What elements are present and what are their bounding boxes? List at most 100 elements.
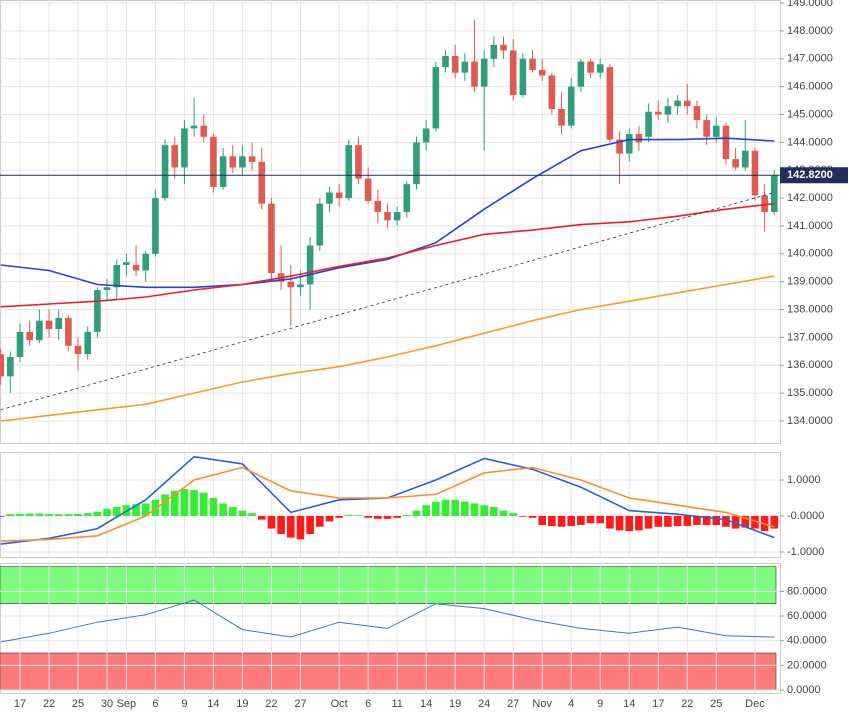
x-tick-label: 9 (597, 698, 603, 710)
candle-body (538, 69, 546, 76)
candle-body (74, 345, 82, 355)
candle-body (703, 120, 710, 137)
candle-body (335, 192, 343, 199)
histogram-bar (35, 513, 44, 517)
y-tick-label: 144.0000 (787, 136, 833, 148)
histogram-bar (770, 516, 779, 529)
histogram-bar (644, 516, 653, 529)
candle-body (306, 245, 314, 285)
histogram-bar (315, 516, 324, 527)
candle-body (480, 58, 488, 87)
histogram-bar (412, 510, 421, 517)
histogram-bar (199, 492, 208, 517)
x-tick-label: 11 (391, 698, 402, 710)
histogram-bar (586, 516, 595, 524)
histogram-bar (577, 516, 585, 525)
candle-body (55, 317, 62, 330)
x-tick-label: 27 (294, 698, 306, 710)
histogram-bar (528, 516, 537, 518)
candle-body (374, 200, 382, 213)
histogram-bar (0, 516, 5, 517)
histogram-bar (693, 516, 701, 525)
candle-body (36, 320, 43, 341)
candle-body (741, 150, 749, 168)
candle-body (432, 67, 440, 129)
candle-body (7, 356, 14, 377)
histogram-bar (383, 516, 392, 519)
y-tick-label: 142.0000 (787, 192, 833, 204)
histogram-bar (625, 516, 634, 532)
candle-body (548, 75, 556, 109)
y-tick-label: 138.0000 (787, 303, 833, 315)
y-tick-label: 40.0000 (787, 635, 827, 647)
histogram-bar (451, 499, 459, 517)
x-tick-label: 25 (72, 698, 84, 710)
candle-body (248, 156, 256, 162)
y-tick-label: -0.0000 (787, 510, 824, 522)
candle-body (200, 125, 208, 137)
candle-body (65, 317, 72, 346)
x-tick-label: 14 (420, 698, 432, 710)
histogram-bar (335, 516, 343, 518)
x-tick-label: 6 (152, 698, 158, 710)
histogram-bar (596, 516, 605, 524)
candle-body (471, 61, 478, 87)
candle-body (509, 50, 517, 96)
histogram-bar (673, 516, 682, 527)
candle-body (229, 156, 237, 168)
x-tick-label: Dec (745, 698, 765, 710)
x-tick-label: 19 (236, 698, 248, 710)
candle-body (94, 290, 101, 332)
histogram-bar (267, 516, 276, 529)
histogram-bar (470, 503, 479, 517)
histogram-bar (6, 514, 15, 517)
candle-body (625, 134, 633, 154)
histogram-bar (345, 514, 353, 517)
candle-body (732, 159, 739, 168)
candle-body (171, 145, 179, 168)
histogram-bar (132, 504, 140, 517)
histogram-bar (228, 507, 237, 517)
candle-body (606, 67, 614, 140)
candle-body (596, 64, 604, 73)
moving-average (0, 275, 775, 422)
histogram-bar (325, 516, 334, 522)
x-tick-label: 22 (681, 698, 693, 710)
candle-body (219, 156, 227, 187)
histogram-bar (654, 516, 663, 527)
y-tick-label: 20.0000 (787, 659, 827, 671)
histogram-bar (180, 489, 189, 517)
histogram-bar (286, 516, 295, 538)
candle-body (268, 203, 275, 274)
histogram-bar (683, 516, 692, 527)
y-tick-label: 60.0000 (787, 610, 827, 622)
candle-body (558, 108, 565, 126)
y-tick-label: 140.0000 (787, 248, 833, 260)
candle-body (103, 287, 111, 291)
histogram-bar (731, 516, 740, 529)
y-tick-label: 134.0000 (787, 415, 833, 427)
histogram-bar (364, 516, 372, 518)
histogram-bar (615, 516, 624, 531)
panel (0, 452, 781, 558)
y-tick-label: 149.0000 (787, 0, 833, 9)
candle-body (413, 142, 420, 185)
histogram-bar (374, 516, 382, 519)
candle-body (113, 264, 121, 288)
y-tick-label: 80.0000 (787, 585, 827, 597)
candle-body (490, 44, 498, 59)
x-tick-label: 27 (507, 698, 519, 710)
x-tick-label: Oct (331, 698, 348, 710)
histogram-bar (16, 513, 24, 517)
histogram-bar (664, 516, 672, 527)
x-tick-label: 30 (101, 698, 113, 710)
candle-body (297, 284, 304, 288)
x-tick-label: 14 (623, 698, 635, 710)
histogram-bar (190, 490, 198, 517)
histogram-bar (557, 516, 566, 527)
candle-body (461, 61, 469, 73)
histogram-bar (480, 505, 488, 517)
candle-body (345, 145, 353, 199)
candle-body (442, 56, 449, 68)
